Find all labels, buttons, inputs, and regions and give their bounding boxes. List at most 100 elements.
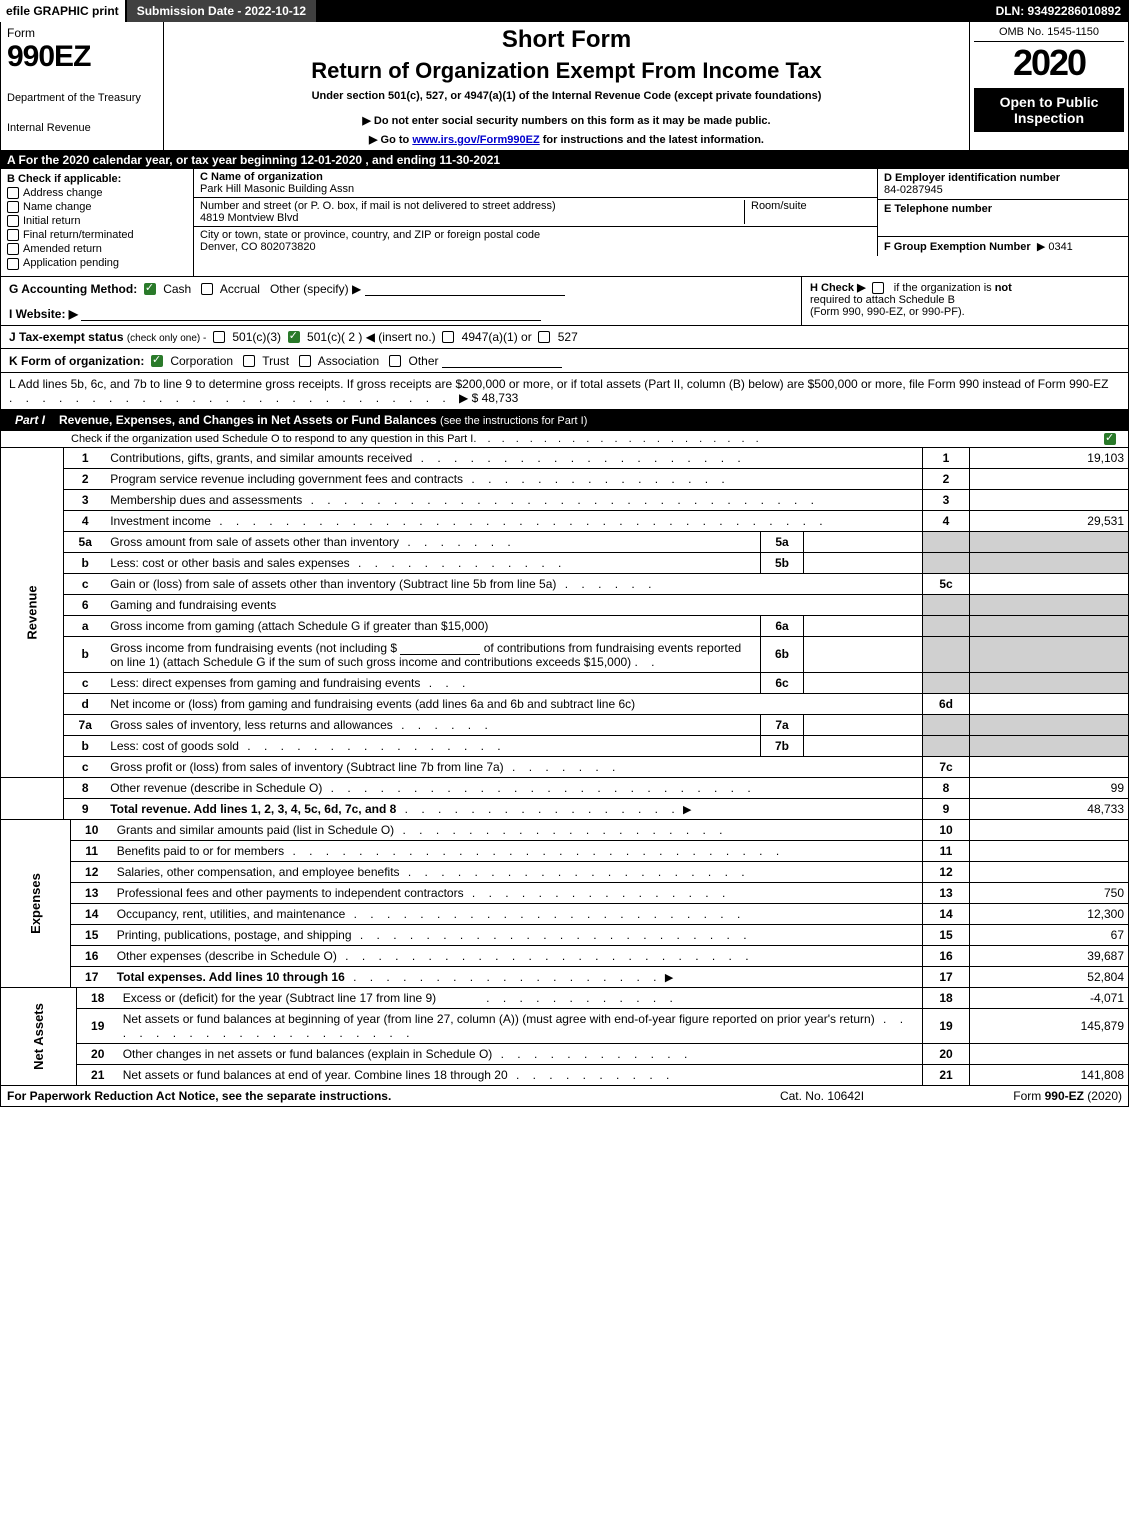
line-desc: Benefits paid to or for members . . . . … xyxy=(113,840,923,861)
part-1-header: Part I Revenue, Expenses, and Changes in… xyxy=(0,410,1129,431)
grey-cell xyxy=(970,552,1129,573)
line-2: 2 Program service revenue including gove… xyxy=(1,468,1129,489)
website-input[interactable] xyxy=(81,306,541,321)
ref-num: 13 xyxy=(923,882,970,903)
amount-value: 750 xyxy=(970,882,1129,903)
amount-value xyxy=(970,573,1129,594)
room-suite-cell: Room/suite xyxy=(744,200,871,224)
line-17: 17 Total expenses. Add lines 10 through … xyxy=(1,966,1129,987)
dots: . . . . . . . . . . . . . . . . . . . xyxy=(345,970,662,984)
checkbox-icon[interactable] xyxy=(389,355,401,367)
subcol-value xyxy=(804,735,923,756)
checkbox-icon[interactable] xyxy=(872,282,884,294)
top-bar: efile GRAPHIC print Submission Date - 20… xyxy=(0,0,1129,22)
grey-cell xyxy=(923,531,970,552)
row-k: K Form of organization: Corporation Trus… xyxy=(0,349,1129,373)
ref-num: 6d xyxy=(923,693,970,714)
name-address-left: C Name of organization Park Hill Masonic… xyxy=(194,169,877,256)
header-left: Form 990EZ Department of the Treasury In… xyxy=(1,22,164,150)
org-street-cell: Number and street (or P. O. box, if mail… xyxy=(194,198,877,227)
line-num: 8 xyxy=(64,777,107,798)
form-number: 990EZ xyxy=(7,40,157,74)
desc-text: Salaries, other compensation, and employ… xyxy=(117,865,400,879)
line-desc: Salaries, other compensation, and employ… xyxy=(113,861,923,882)
line-desc: Excess or (deficit) for the year (Subtra… xyxy=(119,987,923,1008)
dots: . . . . . . . . . . . . . . . . . . . . … xyxy=(400,865,750,879)
line-num: 4 xyxy=(64,510,107,531)
subcol-ref: 5a xyxy=(761,531,804,552)
check-name-change[interactable]: Name change xyxy=(7,201,187,213)
dots: . . . . . . . . . . . . . . . . . . . . … xyxy=(9,391,459,405)
desc-text: Excess or (deficit) for the year (Subtra… xyxy=(123,991,436,1005)
check-final-return[interactable]: Final return/terminated xyxy=(7,229,187,241)
desc-text: Occupancy, rent, utilities, and maintena… xyxy=(117,907,346,921)
g-cash: Cash xyxy=(163,282,191,296)
check-amended-return[interactable]: Amended return xyxy=(7,243,187,255)
line-num: 6 xyxy=(64,594,107,615)
line-num: 7a xyxy=(64,714,107,735)
line-11: 11 Benefits paid to or for members . . .… xyxy=(1,840,1129,861)
line-12: 12 Salaries, other compensation, and emp… xyxy=(1,861,1129,882)
desc-text: Membership dues and assessments xyxy=(110,493,302,507)
checkbox-icon[interactable] xyxy=(243,355,255,367)
desc-text: Total revenue. Add lines 1, 2, 3, 4, 5c,… xyxy=(110,802,396,816)
desc-text: Gross amount from sale of assets other t… xyxy=(110,535,399,549)
subcol-value xyxy=(804,615,923,636)
street-value: 4819 Montview Blvd xyxy=(200,212,298,224)
check-label: Initial return xyxy=(23,215,80,227)
desc-text: Other expenses (describe in Schedule O) xyxy=(117,949,337,963)
amount-value: 39,687 xyxy=(970,945,1129,966)
ref-num: 19 xyxy=(923,1008,970,1043)
goto-suffix: for instructions and the latest informat… xyxy=(540,134,764,146)
arrow-icon: ▶ xyxy=(665,972,673,984)
efile-print-label[interactable]: efile GRAPHIC print xyxy=(0,0,127,22)
goto-link[interactable]: www.irs.gov/Form990EZ xyxy=(412,134,539,146)
name-address-row: C Name of organization Park Hill Masonic… xyxy=(194,169,1128,256)
check-initial-return[interactable]: Initial return xyxy=(7,215,187,227)
checkbox-icon[interactable] xyxy=(442,331,454,343)
sidebar-label: Net Assets xyxy=(31,1003,46,1070)
check-application-pending[interactable]: Application pending xyxy=(7,257,187,269)
amount-value: -4,071 xyxy=(970,987,1129,1008)
checkbox-icon[interactable] xyxy=(213,331,225,343)
amount-value xyxy=(970,1043,1129,1064)
contrib-input[interactable] xyxy=(400,640,480,655)
line-20: 20 Other changes in net assets or fund b… xyxy=(1,1043,1129,1064)
line-desc: Net assets or fund balances at end of ye… xyxy=(119,1064,923,1085)
line-desc: Other changes in net assets or fund bala… xyxy=(119,1043,923,1064)
g-other-input[interactable] xyxy=(365,281,565,296)
checkbox-icon[interactable] xyxy=(538,331,550,343)
k-other-input[interactable] xyxy=(442,353,562,368)
line-desc: Gross income from gaming (attach Schedul… xyxy=(106,615,760,636)
column-b-checkboxes: B Check if applicable: Address change Na… xyxy=(1,169,194,276)
check-address-change[interactable]: Address change xyxy=(7,187,187,199)
department-label: Department of the Treasury xyxy=(7,92,157,104)
checkbox-icon[interactable] xyxy=(144,283,156,295)
k-opt: Association xyxy=(318,354,379,368)
checkbox-icon[interactable] xyxy=(201,283,213,295)
checkbox-icon xyxy=(7,229,19,241)
checkbox-icon[interactable] xyxy=(299,355,311,367)
dots: . . . . . . . xyxy=(399,535,516,549)
line-21: 21 Net assets or fund balances at end of… xyxy=(1,1064,1129,1085)
subcol-value xyxy=(804,531,923,552)
tel-label: E Telephone number xyxy=(884,203,992,215)
amount-value xyxy=(970,756,1129,777)
telephone-cell: E Telephone number xyxy=(878,200,1128,237)
line-desc: Grants and similar amounts paid (list in… xyxy=(113,819,923,840)
ref-num: 2 xyxy=(923,468,970,489)
checkbox-icon[interactable] xyxy=(288,331,300,343)
ref-num: 14 xyxy=(923,903,970,924)
dots: . . . xyxy=(420,676,470,690)
line-desc: Printing, publications, postage, and shi… xyxy=(113,924,923,945)
grey-cell xyxy=(970,531,1129,552)
line-num: b xyxy=(64,552,107,573)
grey-cell xyxy=(923,594,970,615)
grey-cell xyxy=(970,672,1129,693)
grey-cell xyxy=(923,735,970,756)
schedule-o-checkbox[interactable] xyxy=(1104,433,1122,445)
checkbox-icon[interactable] xyxy=(151,355,163,367)
check-label: Amended return xyxy=(23,243,102,255)
h-not: not xyxy=(995,282,1012,294)
amount-value: 52,804 xyxy=(970,966,1129,987)
